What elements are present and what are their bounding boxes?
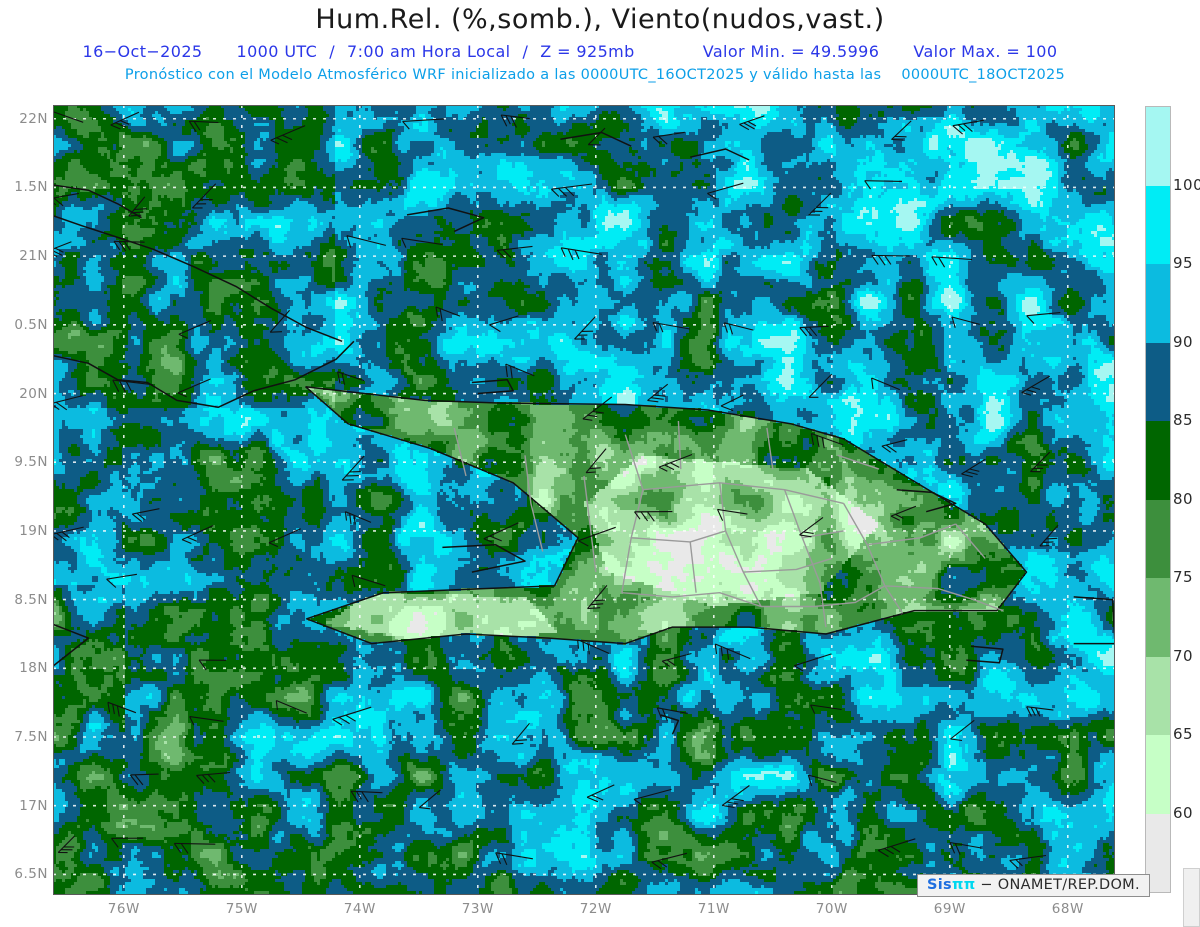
colorbar-tick: 90 [1173,332,1194,351]
lat-tick-label: 1.5N [14,179,48,196]
lat-tick-label: 17N [19,797,48,814]
page-title: Hum.Rel. (%,somb.), Viento(nudos,vast.) [315,4,885,35]
attribution-pi: ππ [951,877,976,893]
value-min: Valor Min. = 49.5996 [702,42,880,61]
forecast-date: 16−Oct−2025 [82,42,203,61]
lon-tick-label: 68W [1051,901,1084,917]
attribution-sis: Sis [927,877,952,893]
colorbar-tick: 70 [1173,646,1194,665]
lon-tick-label: 76W [107,901,140,917]
lat-tick-label: 6.5N [14,866,48,883]
lat-tick-label: 20N [19,385,48,402]
pressure-level: Z = 925mb [540,42,635,61]
map-plot-area[interactable] [53,105,1115,895]
colorbar-band [1146,656,1170,735]
lon-tick-label: 72W [579,901,612,917]
valid-until: 0000UTC_18OCT2025 [901,67,1066,83]
colorbar-band [1146,342,1170,421]
separator-slash-1: / [329,42,336,61]
local-time: 7:00 am Hora Local [347,42,511,61]
colorbar-tick-labels: 100 95 90 85 80 75 70 65 60 [1173,106,1200,891]
humidity-shading-layer [53,105,1115,895]
attribution-org: − ONAMET/REP.DOM. [980,877,1140,893]
lon-tick-label: 74W [343,901,376,917]
colorbar-tick: 85 [1173,411,1194,429]
forecast-note: Pronóstico con el Modelo Atmosférico WRF… [124,67,882,83]
run-time: 1000 UTC [236,42,318,61]
colorbar-band [1146,578,1170,657]
colorbar-band [1146,499,1170,578]
humidity-contour-map[interactable] [53,105,1115,895]
colorbar-tick: 75 [1173,568,1194,586]
colorbar-band [1146,735,1170,814]
colorbar-band [1146,107,1170,186]
attribution-badge: Sisππ − ONAMET/REP.DOM. [917,874,1150,897]
window-scrollbar[interactable] [1183,868,1200,927]
subtitle-model-info: Pronóstico con el Modelo Atmosférico WRF… [0,67,1190,83]
latitude-axis: 22N 1.5N 21N 0.5N 20N 9.5N 19N 8.5N 18N 7.5N 17N 6.… [0,0,53,927]
lat-tick-label: 7.5N [14,729,48,745]
wind-barb-layer [53,111,1061,870]
lat-tick-label: 22N [19,110,48,127]
gridline-layer [53,105,1115,895]
lon-tick-label: 71W [697,901,730,917]
colorbar-tick: 95 [1173,254,1194,272]
colorbar-band [1146,813,1170,892]
lat-tick-label: 19N [19,522,48,539]
colorbar-tick: 80 [1173,489,1194,508]
lon-tick-label: 70W [815,901,848,917]
lat-tick-label: 18N [19,660,48,677]
lat-tick-label: 9.5N [14,454,48,471]
colorbar-tick: 60 [1173,803,1194,822]
separator-slash-2: / [522,42,529,61]
coastline-layer [53,131,1115,735]
lat-tick-label: 0.5N [14,316,48,333]
lat-tick-label: 8.5N [14,591,48,608]
lat-tick-label: 21N [19,248,48,265]
lon-tick-label: 69W [933,901,966,917]
subtitle-run-info: 16−Oct−2025 1000 UTC / 7:00 am Hora Local / Z… [0,42,1140,61]
value-max: Valor Max. = 100 [913,42,1058,61]
colorbar-tick: 65 [1173,725,1194,743]
lon-tick-label: 73W [461,901,494,917]
colorbar-band [1146,264,1170,343]
colorbar-band [1146,421,1170,500]
title-block: Hum.Rel. (%,somb.), Viento(nudos,vast.) [0,0,1200,35]
colorbar-band [1146,185,1170,264]
colorbar-tick: 100 [1173,175,1200,194]
lon-tick-label: 75W [225,901,258,917]
colorbar [1145,106,1171,893]
